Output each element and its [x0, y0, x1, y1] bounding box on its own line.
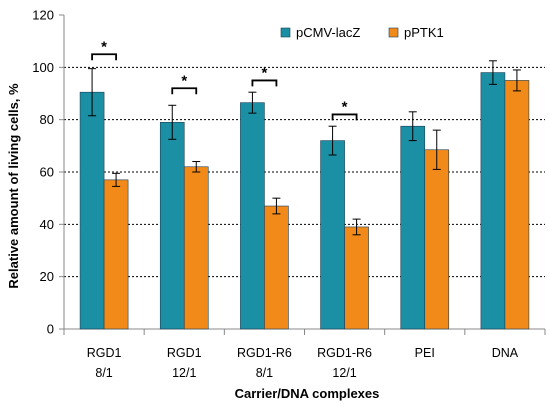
bracket-line [331, 113, 358, 121]
x-tick-label-3-line2: 12/1 [332, 366, 356, 380]
significance-star: * [342, 98, 348, 115]
significance-brackets: * * * * [91, 38, 358, 121]
bar-pCMV-lacZ-0 [79, 91, 105, 330]
error-bar-pCMV-lacZ-3 [328, 125, 337, 156]
y-tick-label-40: 40 [40, 217, 54, 232]
labels: 0 20 40 60 80 100 120 RGD1 8/1 RGD1 12/1 RGD1-R6 8/1… [32, 8, 518, 381]
bar-pPTK1-5 [504, 80, 530, 330]
bar-pPTK1-4 [424, 149, 450, 330]
axes [59, 14, 546, 335]
legend-swatch [388, 27, 399, 38]
x-tick-label-0-line2: 8/1 [95, 366, 112, 380]
bar-pCMV-lacZ-4 [400, 125, 426, 330]
significance-star: * [261, 64, 267, 81]
significance-bracket-2: * [251, 64, 278, 87]
y-tick-label-100: 100 [32, 60, 54, 75]
legend-item-pPTK1: pPTK1 [388, 25, 444, 40]
bracket-line [251, 79, 278, 87]
error-bar-pPTK1-2 [272, 197, 281, 215]
y-tick-label-0: 0 [47, 322, 54, 337]
error-bar-pCMV-lacZ-2 [248, 91, 257, 114]
x-tick-label-3-line1: RGD1-R6 [317, 346, 372, 360]
x-tick-label-1-line2: 12/1 [172, 366, 196, 380]
bar-pPTK1-3 [344, 226, 369, 330]
x-tick-label-4-line1: PEI [415, 346, 435, 360]
bar-pCMV-lacZ-1 [159, 121, 185, 330]
significance-bracket-1: * [171, 72, 198, 95]
error-bar-pPTK1-3 [352, 218, 361, 236]
bracket-line [171, 87, 198, 95]
y-axis-title: Relative amount of living cells, % [6, 83, 21, 289]
legend-item-pCMV-lacZ: pCMV-lacZ [280, 25, 360, 40]
significance-star: * [181, 72, 187, 89]
legend-swatch [280, 27, 291, 38]
error-bar-pPTK1-0 [112, 172, 121, 187]
bracket-line [91, 53, 117, 61]
x-tick-label-2-line2: 8/1 [256, 366, 273, 380]
significance-bracket-3: * [331, 98, 358, 121]
bar-pPTK1-2 [264, 205, 289, 330]
y-tick-label-80: 80 [40, 112, 54, 127]
error-bar-pPTK1-5 [512, 69, 521, 92]
error-bars [88, 60, 521, 236]
legend-label: pCMV-lacZ [296, 25, 360, 40]
x-tick-label-5-line1: DNA [492, 346, 519, 360]
error-bar-pPTK1-1 [192, 161, 201, 173]
legend-label: pPTK1 [404, 25, 444, 40]
error-bar-pCMV-lacZ-5 [488, 60, 497, 85]
bar-pCMV-lacZ-5 [480, 72, 506, 330]
error-bar-pCMV-lacZ-1 [168, 104, 177, 140]
significance-star: * [101, 38, 107, 55]
error-bar-pCMV-lacZ-0 [88, 68, 97, 117]
grid-lines [64, 66, 545, 278]
significance-bracket-0: * [91, 38, 117, 61]
bar-pPTK1-0 [103, 179, 129, 330]
y-tick-label-20: 20 [40, 269, 54, 284]
error-bar-pPTK1-4 [432, 129, 441, 170]
x-tick-label-0-line1: RGD1 [87, 346, 122, 360]
x-tick-label-2-line1: RGD1-R6 [237, 346, 292, 360]
y-tick-label-120: 120 [32, 8, 54, 23]
error-bar-pCMV-lacZ-4 [408, 111, 417, 142]
legend: pCMV-lacZ pPTK1 [280, 25, 444, 40]
x-axis-title: Carrier/DNA complexes [235, 386, 380, 401]
x-tick-label-1-line1: RGD1 [167, 346, 202, 360]
bar-pPTK1-1 [183, 166, 209, 330]
bar-pCMV-lacZ-2 [240, 102, 265, 330]
bars [79, 72, 530, 330]
y-tick-label-60: 60 [40, 165, 54, 180]
bar-pCMV-lacZ-3 [320, 140, 345, 330]
